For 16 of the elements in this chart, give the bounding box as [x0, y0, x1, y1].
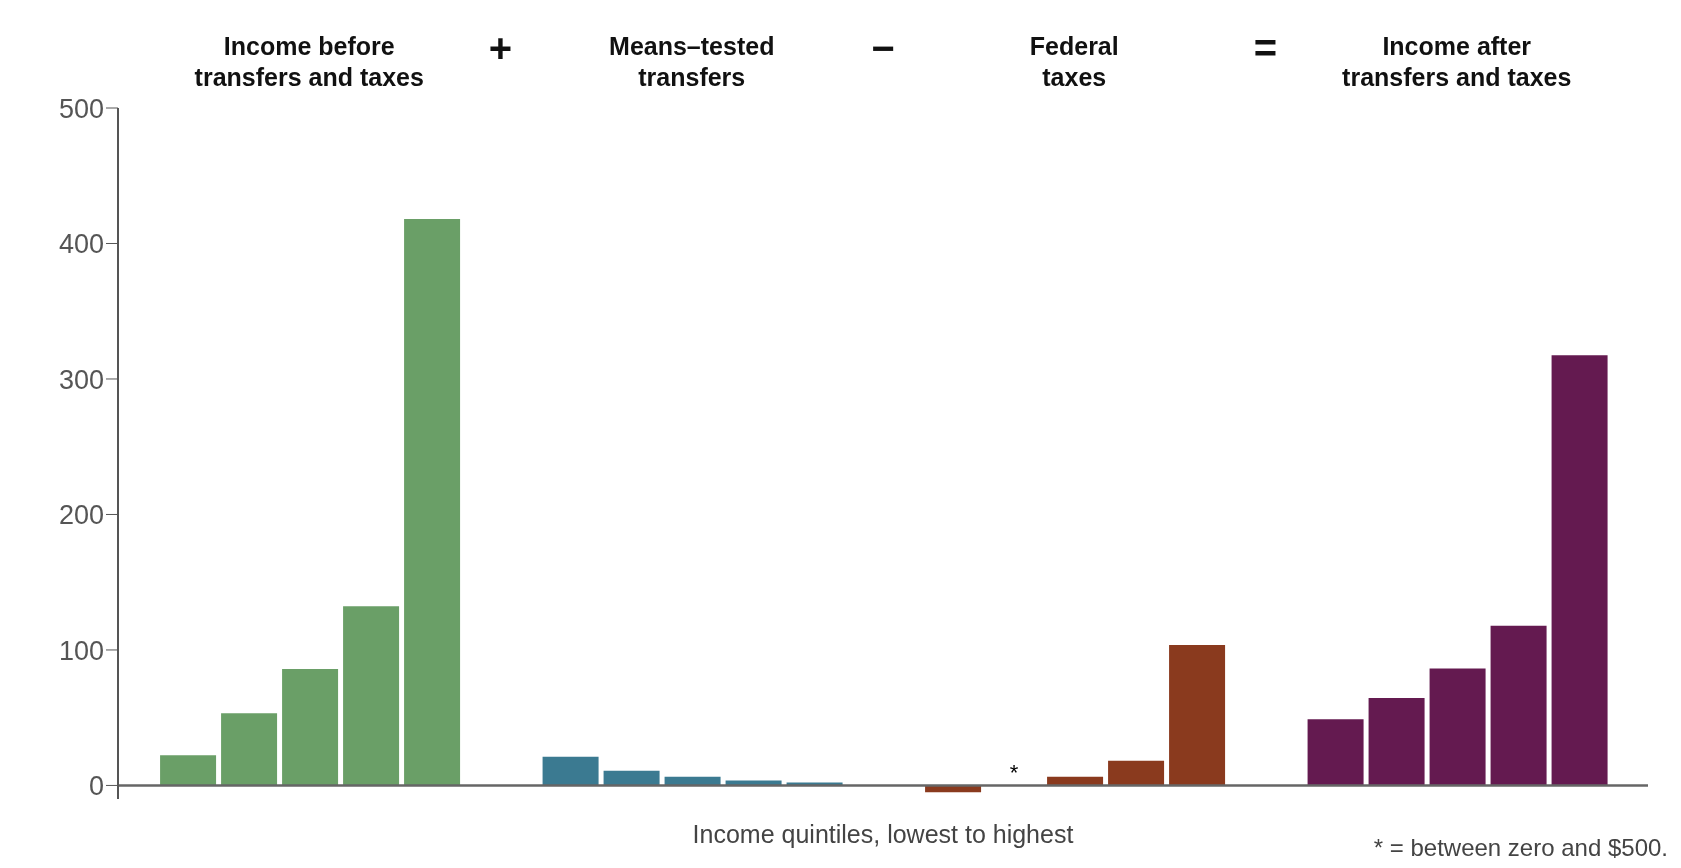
y-tick-label: 200 — [58, 500, 104, 531]
y-tick-label: 300 — [58, 364, 104, 395]
x-tick-label: Federal taxes — [1029, 32, 1119, 91]
x-axis-title: Income quintiles, lowest to highest — [692, 820, 1074, 848]
y-tick-label: 500 — [58, 93, 104, 124]
y-tick-label: 400 — [58, 229, 104, 260]
text: + — [487, 26, 514, 71]
data-label: * — [1009, 760, 1019, 786]
x-tick-label: Income before transfers and taxes — [194, 32, 424, 91]
text: = — [1252, 26, 1279, 71]
text: − — [870, 26, 896, 71]
x-tick-label: Means–tested transfers — [609, 32, 775, 91]
y-tick-label: 100 — [58, 635, 104, 666]
x-tick-label: Income after transfers and taxes — [1342, 32, 1572, 91]
y-tick-label: 0 — [88, 771, 104, 802]
text: * = between zero and $500. — [1373, 834, 1668, 862]
